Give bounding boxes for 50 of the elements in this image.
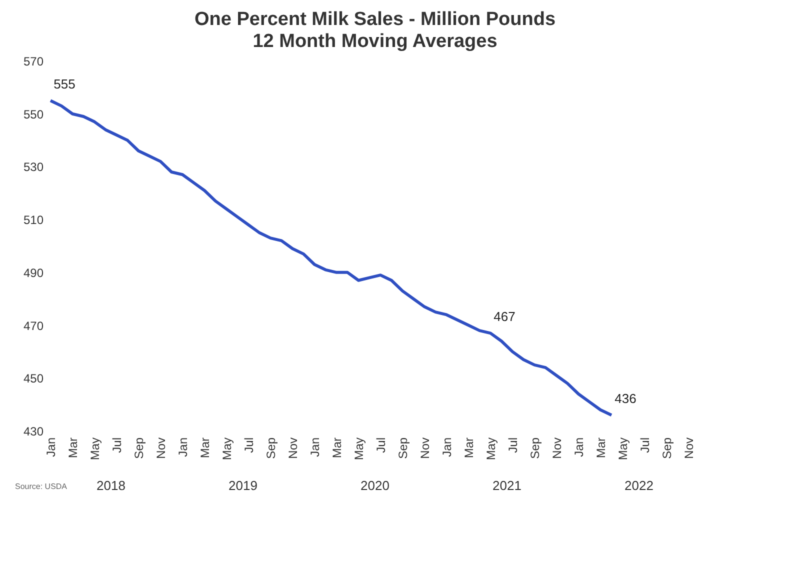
source-note: Source: USDA	[15, 482, 68, 491]
x-tick-label: May	[484, 438, 498, 460]
x-tick-label: May	[352, 438, 366, 460]
line-series	[49, 99, 613, 417]
x-tick-label: Sep	[132, 437, 146, 459]
text: 2021	[492, 478, 522, 493]
x-tick-label: Sep	[264, 437, 278, 459]
x-tick-label: May	[616, 438, 630, 460]
x-tick-label: Mar	[198, 438, 212, 458]
text: 2018	[96, 478, 126, 493]
x-tick-label: Jan	[44, 438, 58, 457]
chart-title: One Percent Milk Sales - Million Pounds	[194, 9, 556, 30]
x-tick-label: Sep	[396, 437, 410, 459]
x-tick-label: Nov	[682, 438, 696, 459]
x-tick-label: Mar	[330, 438, 344, 458]
x-tick-label: May	[220, 438, 234, 460]
x-tick-label: Jul	[242, 438, 256, 453]
x-tick-label: Nov	[418, 438, 432, 459]
x-tick-label: Mar	[462, 438, 476, 458]
x-tick-label: Nov	[154, 438, 168, 459]
x-tick-label: Jul	[506, 438, 520, 453]
x-tick-label: Jan	[308, 438, 322, 457]
x-tick-label: Mar	[594, 438, 608, 458]
y-tick-label: 530	[23, 160, 44, 174]
x-tick-label: Mar	[66, 438, 80, 458]
y-tick-label: 470	[23, 318, 44, 333]
y-tick-label: 430	[23, 424, 44, 438]
x-tick-label: Nov	[286, 438, 300, 459]
x-tick-label: Jul	[110, 438, 124, 453]
x-tick-label: Jan	[572, 438, 586, 457]
text: 2019	[228, 478, 258, 493]
data-label: 555	[54, 76, 76, 92]
text: 2022	[624, 478, 654, 493]
x-tick-label: Sep	[528, 437, 542, 459]
y-tick-label: 490	[23, 266, 44, 280]
chart-subtitle: 12 Month Moving Averages	[252, 31, 498, 52]
x-tick-label: Jul	[638, 438, 652, 453]
x-tick-label: Sep	[660, 437, 674, 459]
data-label: 436	[614, 391, 636, 406]
x-tick-label: Jul	[374, 438, 388, 453]
x-tick-label: Nov	[550, 438, 564, 459]
y-tick-label: 550	[23, 107, 44, 122]
text: 2020	[360, 478, 390, 493]
x-tick-label: Jan	[176, 438, 190, 457]
y-tick-label: 570	[23, 54, 44, 68]
y-tick-label: 510	[23, 213, 44, 228]
x-tick-label: May	[88, 438, 102, 460]
x-tick-label: Jan	[440, 438, 454, 457]
y-tick-label: 450	[23, 372, 44, 386]
data-label: 467	[494, 309, 516, 324]
